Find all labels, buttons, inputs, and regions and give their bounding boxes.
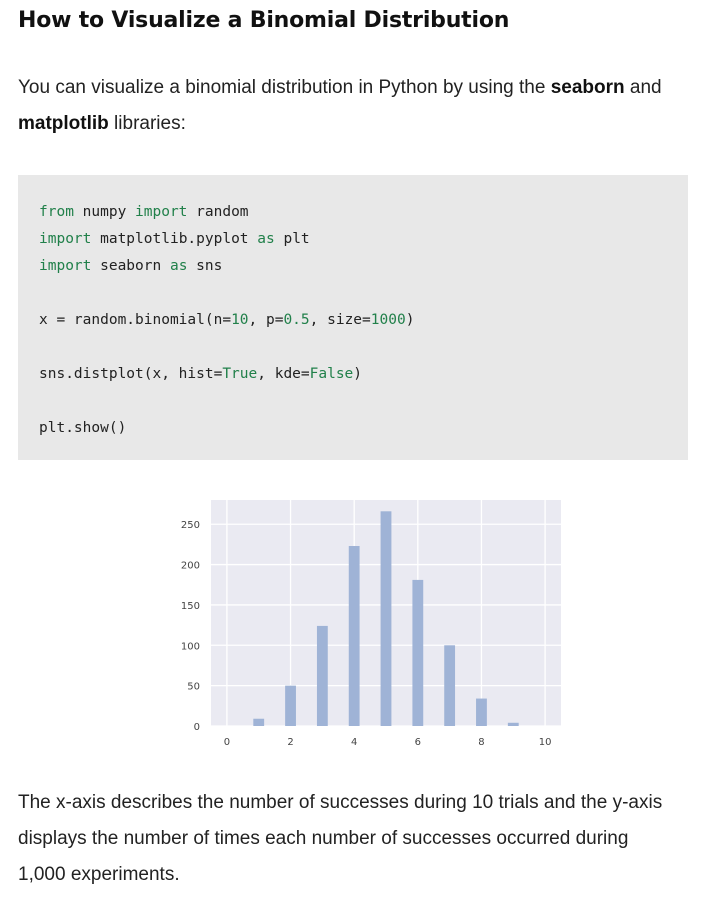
intro-bold-seaborn: seaborn	[550, 77, 625, 98]
histogram-bar	[285, 685, 296, 726]
histogram-bar	[476, 698, 487, 726]
x-tick-label: 10	[539, 737, 552, 748]
code-block[interactable]: from numpy import random import matplotl…	[18, 175, 688, 460]
y-tick-label: 0	[194, 722, 200, 733]
code-line-1: from numpy import random	[39, 204, 249, 220]
x-tick-label: 8	[478, 737, 484, 748]
code-line-6: plt.show()	[39, 420, 127, 436]
code-line-4: x = random.binomial(n=10, p=0.5, size=10…	[39, 312, 415, 328]
intro-paragraph: You can visualize a binomial distributio…	[18, 70, 678, 142]
outro-paragraph: The x-axis describes the number of succe…	[18, 792, 663, 885]
x-tick-label: 2	[287, 737, 293, 748]
intro-text-2: and	[624, 77, 662, 98]
histogram-bar	[253, 718, 265, 726]
histogram-bar	[412, 579, 424, 726]
intro-text-3: libraries:	[108, 113, 186, 134]
y-tick-label: 50	[187, 682, 200, 693]
histogram-bar	[444, 645, 456, 726]
code-line-3: import seaborn as sns	[39, 258, 223, 274]
histogram-bar	[380, 511, 392, 726]
y-tick-label: 150	[181, 601, 200, 612]
code-line-5: sns.distplot(x, hist=True, kde=False)	[39, 366, 363, 382]
x-tick-label: 0	[224, 737, 230, 748]
code-line-2: import matplotlib.pyplot as plt	[39, 231, 310, 247]
histogram-svg: 0 50 100 150 200 250 0 2 4 6 8 10	[181, 500, 561, 748]
histogram-bar	[316, 625, 328, 726]
code-listing: from numpy import random import matplotl…	[39, 199, 414, 442]
y-tick-label: 250	[181, 520, 200, 531]
histogram-bar	[507, 722, 519, 726]
x-tick-label: 6	[415, 737, 421, 748]
intro-text-1: You can visualize a binomial distributio…	[18, 77, 551, 98]
x-tick-label: 4	[351, 737, 357, 748]
page-title: How to Visualize a Binomial Distribution	[18, 8, 510, 33]
y-tick-label: 200	[181, 561, 200, 572]
histogram-chart: 0 50 100 150 200 250 0 2 4 6 8 10	[148, 490, 568, 760]
intro-bold-matplotlib: matplotlib	[18, 113, 109, 134]
y-tick-label: 100	[181, 641, 200, 652]
histogram-bar	[348, 546, 360, 726]
